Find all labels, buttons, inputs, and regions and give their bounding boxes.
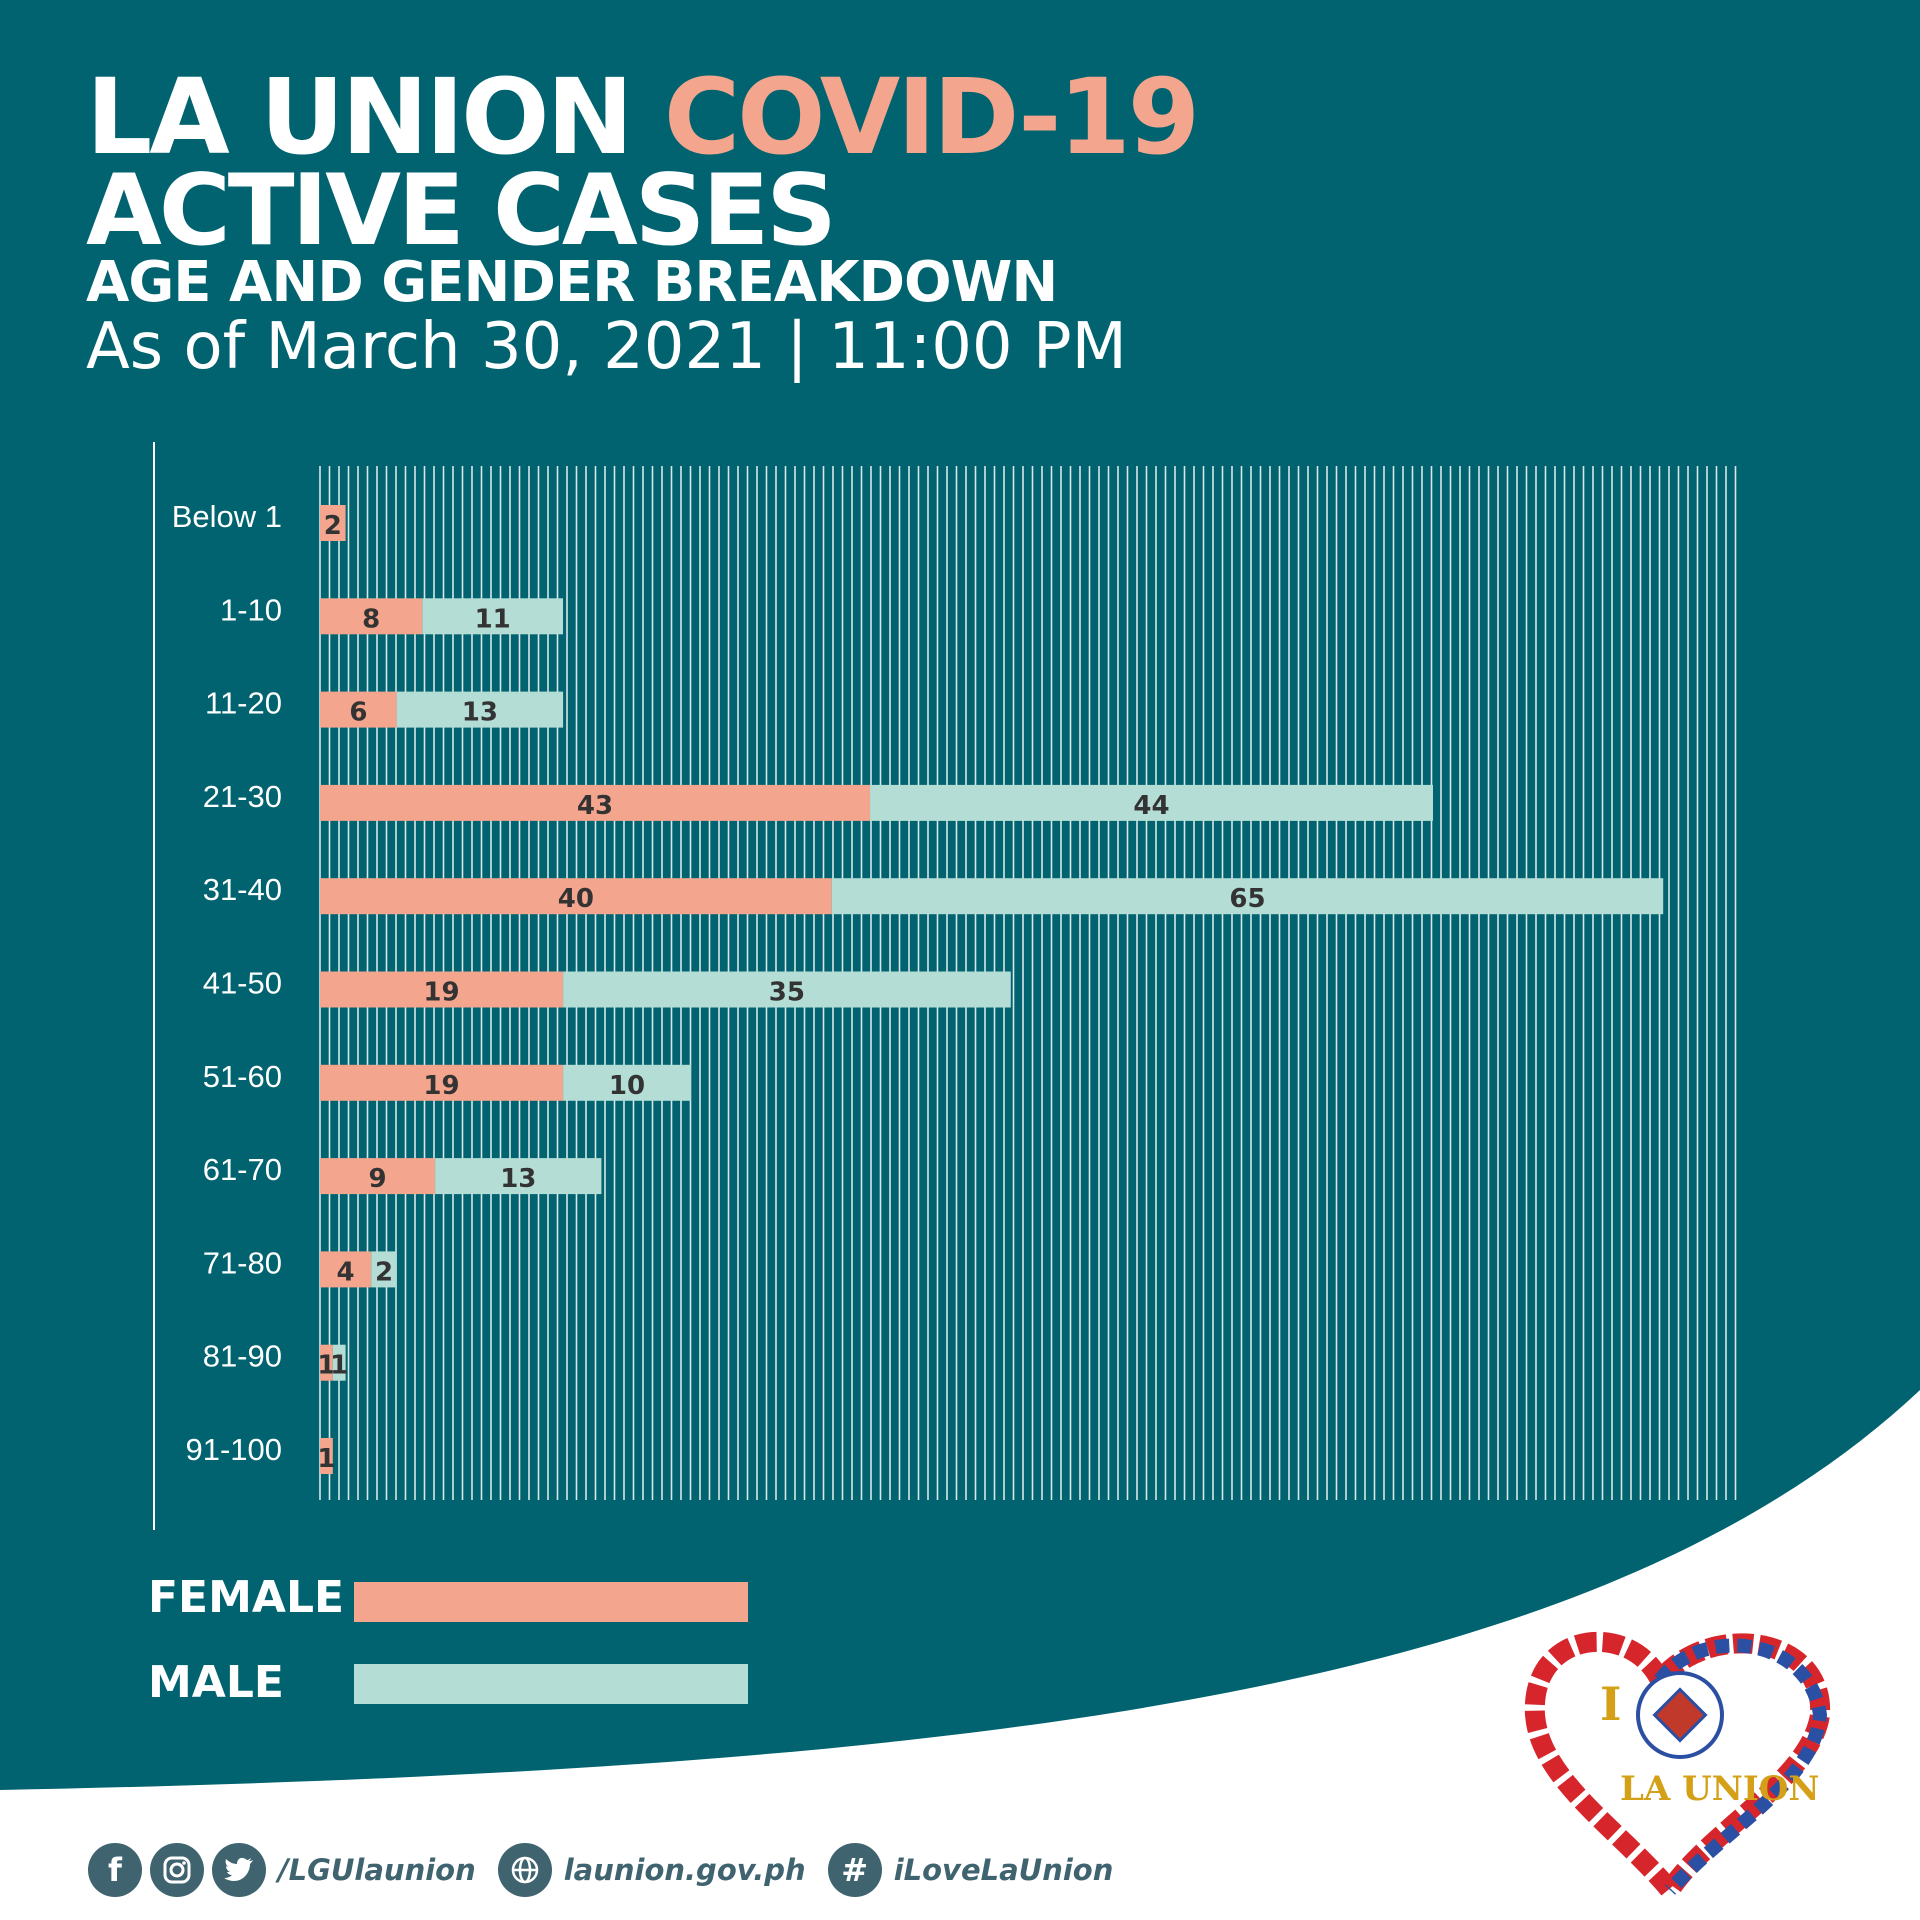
bar-male	[563, 1064, 691, 1101]
bar-male	[870, 784, 1433, 821]
bar-female	[320, 1158, 436, 1195]
data-label: 9	[369, 1164, 387, 1194]
data-label: 6	[349, 698, 367, 728]
bar-female	[320, 971, 564, 1008]
legend-male-swatch	[354, 1664, 748, 1704]
title: LA UNION COVID-19	[86, 60, 1200, 174]
i-love-la-union-logo: I LA UNION	[1524, 1631, 1831, 1900]
twitter-icon[interactable]	[212, 1843, 266, 1897]
data-label: 4	[337, 1257, 355, 1287]
bar-male	[332, 1344, 346, 1381]
bar-male	[435, 1158, 602, 1195]
data-label: 35	[769, 978, 805, 1008]
bar-male	[831, 878, 1664, 915]
social-handle[interactable]: /LGUlaunion	[278, 1853, 476, 1887]
bar-male	[396, 691, 564, 728]
data-label: 40	[558, 884, 594, 914]
hashtag-icon[interactable]: #	[827, 1843, 882, 1897]
date-label: As of March 30, 2021 | 11:00 PM	[86, 310, 1127, 384]
bar-female	[320, 1064, 564, 1101]
data-label: 19	[423, 978, 459, 1008]
title-part-1: LA UNION	[86, 56, 664, 178]
data-label: 2	[375, 1257, 393, 1287]
globe-icon[interactable]	[497, 1843, 552, 1897]
hashtag-text[interactable]: iLoveLaUnion	[893, 1853, 1114, 1887]
bar-female	[320, 784, 871, 821]
data-label: 13	[462, 698, 498, 728]
data-label: 19	[423, 1071, 459, 1101]
bar-female	[320, 878, 832, 915]
heart-right-accent	[1654, 1638, 1828, 1895]
legend-female-label: FEMALE	[148, 1572, 345, 1623]
data-label: 1	[317, 1444, 335, 1474]
logo-letter-i: I	[1600, 1677, 1622, 1731]
bar-male	[371, 1251, 397, 1288]
category-label: 11-20	[205, 686, 282, 721]
data-label: 2	[324, 511, 342, 541]
bar-female	[320, 598, 423, 635]
bar-female	[320, 1251, 372, 1288]
title-line-2: ACTIVE CASES	[86, 154, 837, 268]
bar-female	[320, 691, 397, 728]
logo-la-union: LA UNION	[1620, 1769, 1819, 1809]
bar-male	[422, 598, 563, 635]
legend-male-label: MALE	[148, 1657, 284, 1708]
category-label: 31-40	[203, 872, 282, 907]
category-label: 21-30	[203, 779, 282, 814]
category-label: 91-100	[185, 1432, 282, 1467]
bar-female	[320, 505, 346, 541]
category-label: 71-80	[203, 1245, 282, 1280]
data-label: 10	[609, 1071, 645, 1101]
category-label: 81-90	[203, 1339, 282, 1374]
facebook-icon[interactable]: f	[88, 1843, 142, 1897]
category-label: 51-60	[203, 1059, 282, 1094]
footer: f /LGUlaunion launion.gov.ph # iLoveLaUn…	[88, 1840, 1135, 1900]
data-label: 8	[362, 604, 380, 634]
data-label: 43	[577, 791, 613, 821]
category-label: 61-70	[203, 1152, 282, 1187]
data-label: 11	[475, 604, 511, 634]
category-label: 1-10	[220, 592, 282, 627]
bar-male	[563, 971, 1011, 1008]
website-link[interactable]: launion.gov.ph	[563, 1853, 806, 1887]
category-label: Below 1	[172, 499, 282, 534]
category-label: 41-50	[203, 966, 282, 1001]
data-label: 65	[1229, 884, 1265, 914]
bar-female	[320, 1344, 333, 1381]
instagram-icon[interactable]	[150, 1843, 204, 1897]
data-label: 1	[317, 1351, 335, 1381]
bar-female	[320, 1438, 333, 1474]
title-covid: COVID-19	[663, 56, 1200, 178]
legend-female-swatch	[354, 1582, 748, 1622]
subtitle: AGE AND GENDER BREAKDOWN	[86, 250, 1058, 315]
data-label: 13	[500, 1164, 536, 1194]
data-label: 1	[330, 1351, 348, 1381]
data-label: 44	[1133, 791, 1169, 821]
